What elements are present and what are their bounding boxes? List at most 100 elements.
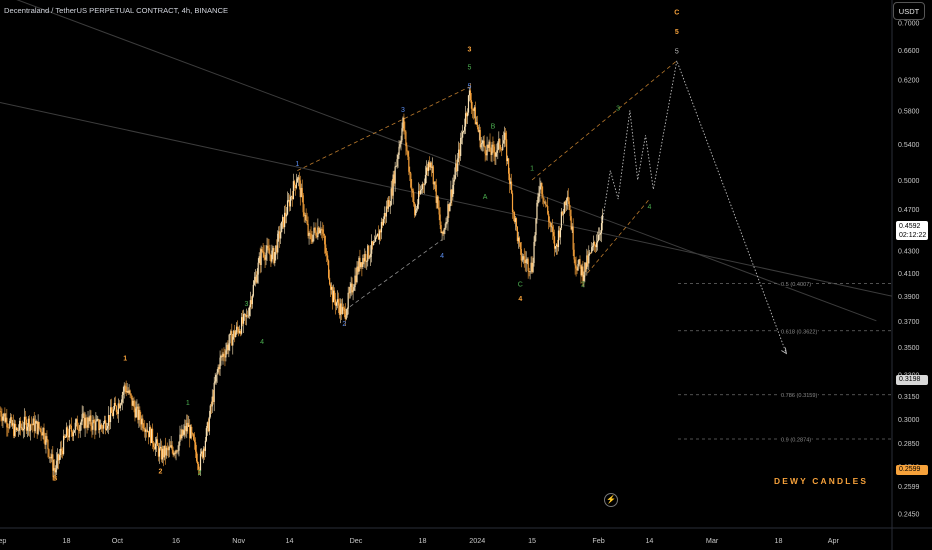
candle-body	[155, 439, 158, 444]
candle-body	[50, 457, 52, 459]
candle-body	[597, 240, 599, 243]
candle-body	[242, 314, 245, 324]
candle-body	[163, 445, 165, 458]
candle-body	[76, 419, 78, 430]
candle-body	[278, 231, 280, 234]
candle-body	[546, 205, 548, 207]
candle-body	[257, 262, 259, 275]
candle-body	[326, 253, 328, 256]
candle-body	[599, 232, 602, 235]
candle-body	[154, 443, 157, 450]
candle-body	[192, 433, 194, 435]
candle-body	[300, 187, 302, 198]
candle-body	[75, 419, 77, 423]
candle-body	[173, 452, 175, 455]
candle-body	[490, 151, 492, 155]
candle-body	[72, 432, 74, 437]
projection-arrowhead	[781, 347, 787, 355]
candle-body	[386, 206, 388, 209]
candle-body	[411, 187, 413, 191]
candle-body	[341, 306, 343, 315]
candle-body	[37, 422, 39, 434]
candle-body	[179, 434, 181, 442]
candle-body	[524, 259, 526, 264]
candle-body	[224, 356, 226, 358]
candle-body	[122, 391, 124, 395]
candle-body	[31, 424, 33, 426]
last-price-label: 0.4592 02:12:22	[896, 221, 928, 240]
candle-body	[434, 181, 436, 185]
candle-body	[509, 181, 512, 184]
x-tick-label: Mar	[706, 536, 719, 545]
candle-body	[332, 290, 335, 303]
candle-body	[252, 284, 254, 296]
candle-body	[357, 266, 359, 272]
candle-body	[210, 405, 212, 407]
candle-body	[214, 381, 216, 383]
candle-body	[54, 468, 56, 473]
candle-body	[591, 247, 593, 253]
candle-body	[174, 452, 176, 454]
candle-body	[384, 213, 386, 217]
candle-body	[473, 107, 475, 111]
candle-body	[553, 236, 556, 249]
candle-body	[136, 406, 138, 409]
candle-body	[334, 299, 337, 306]
candle-body	[342, 306, 344, 309]
candle-body	[378, 230, 381, 240]
candle-body	[448, 204, 450, 212]
candle-body	[578, 259, 580, 265]
candle-body	[572, 226, 574, 250]
candle-body	[421, 184, 424, 190]
currency-button[interactable]: USDT	[893, 2, 925, 20]
candle-body	[395, 166, 397, 167]
candle-body	[495, 152, 497, 157]
candle-body	[216, 372, 218, 375]
wave-label: 5	[468, 83, 472, 90]
candle-body	[577, 264, 579, 271]
candle-body	[129, 390, 131, 394]
candle-body	[455, 163, 457, 176]
candle-body	[528, 270, 530, 272]
candle-body	[151, 428, 153, 443]
candle-body	[423, 183, 426, 185]
candle-body	[505, 132, 507, 140]
candle-body	[331, 287, 334, 303]
candle-body	[285, 214, 288, 217]
candle-body	[17, 430, 20, 432]
candle-body	[516, 226, 518, 242]
candle-body	[312, 234, 314, 242]
candle-body	[359, 257, 361, 268]
candle-body	[277, 233, 279, 253]
candle-body	[319, 230, 321, 234]
x-tick-label: Dec	[350, 536, 363, 545]
candle-body	[203, 448, 206, 451]
candle-body	[460, 137, 462, 156]
candle-body	[550, 222, 552, 227]
candle-body	[274, 252, 276, 264]
candle-body	[189, 424, 191, 439]
projection-path	[602, 59, 787, 354]
candle-body	[590, 252, 592, 254]
candle-body	[264, 257, 266, 260]
candle-body	[380, 221, 383, 233]
candle-body	[506, 139, 508, 162]
candle-body	[12, 423, 14, 426]
candle-body	[267, 245, 269, 249]
candle-body	[148, 430, 150, 438]
candle-body	[404, 130, 406, 132]
candle-body	[100, 424, 102, 429]
y-tick-label: 0.5400	[898, 142, 920, 149]
candle-body	[501, 149, 503, 151]
candle-body	[358, 257, 360, 272]
candle-body	[165, 447, 167, 456]
candle-body	[112, 409, 115, 416]
candle-body	[96, 419, 98, 421]
candle-body	[44, 439, 46, 445]
candle-body	[397, 154, 399, 160]
candle-body	[118, 403, 120, 409]
lightning-icon[interactable]: ⚡	[604, 493, 618, 507]
candle-body	[552, 226, 554, 233]
candle-body	[499, 138, 501, 149]
